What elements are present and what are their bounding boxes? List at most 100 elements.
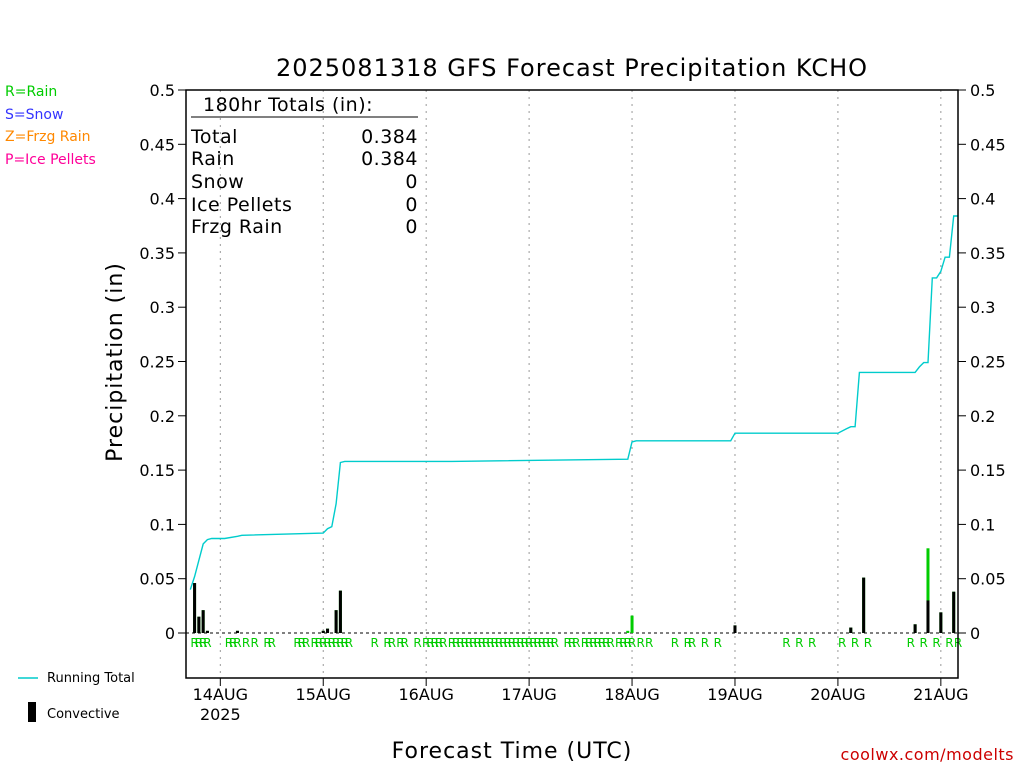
totals-frzg-label: Frzg Rain [191,216,283,238]
totals-total-value: 0.384 [361,126,418,148]
y-tick-label-right: 0.3 [970,298,995,317]
ptype-label: R [448,636,456,650]
x-tick-label: 16AUG [398,685,453,704]
y-tick-label-left: 0.25 [139,353,175,372]
ptype-label: R [636,636,644,650]
rain-bar [926,548,930,633]
ptype-label: R [413,636,421,650]
ptype-label: R [624,636,632,650]
ptype-label: R [499,636,507,650]
y-tick-label-right: 0.15 [970,461,1006,480]
ptype-label: R [551,636,559,650]
totals-ice-label: Ice Pellets [191,194,292,216]
ptype-label: R [606,636,614,650]
ptype-label: R [628,636,636,650]
ptype-label: R [688,636,696,650]
legend-frzg-rain: Z=Frzg Rain [5,129,91,145]
precip-bars [193,548,956,633]
ptype-label: R [302,636,310,650]
y-tick-label-left: 0 [165,624,175,643]
ptype-label: R [456,636,464,650]
y-tick-label-right: 0.35 [970,244,1006,263]
ptype-label: R [345,636,353,650]
ptype-label: R [525,636,533,650]
convective-bar [338,590,342,633]
ptype-label: R [388,636,396,650]
ptype-label: R [851,636,859,650]
ptype-legend: R=Rain S=Snow Z=Frzg Rain P=Ice Pellets [5,84,96,168]
convective-bar [926,600,930,633]
x-tick-label: 19AUG [707,685,762,704]
ptype-label: R [521,636,529,650]
ptype-label: R [684,636,692,650]
x-tick-label: 17AUG [501,685,556,704]
x-tick-sublabel: 2025 [200,705,241,724]
ptype-label: R [293,636,301,650]
ptype-label: R [546,636,554,650]
convective-bar [197,616,201,633]
y-tick-label-left: 0.45 [139,135,175,154]
ptype-label: R [225,636,233,650]
ptype-label: R [838,636,846,650]
y-tick-label-right: 0.5 [970,81,995,100]
ptype-label: R [319,636,327,650]
ptype-label: R [371,636,379,650]
ptype-label: R [572,636,580,650]
ptype-label: R [229,636,237,650]
ptype-label: R [431,636,439,650]
day-gridlines [219,90,942,678]
ptype-label: R [195,636,203,650]
ptype-label: R [585,636,593,650]
legend-running-total: Running Total [47,671,135,686]
ptype-label: R [482,636,490,650]
y-tick-label-left: 0.2 [150,407,175,426]
ptype-label: R [298,636,306,650]
ptype-label: R [461,636,469,650]
y-tick-label-left: 0.15 [139,461,175,480]
ptype-label: R [619,636,627,650]
convective-bar [862,577,866,633]
ptype-label: R [401,636,409,650]
totals-snow-label: Snow [191,171,244,193]
ptype-label: R [598,636,606,650]
y-tick-label-left: 0.3 [150,298,175,317]
totals-header: 180hr Totals (in): [203,94,373,116]
ptype-label: R [233,636,241,650]
ptype-label: R [268,636,276,650]
ptype-label: R [190,636,198,650]
ptype-label: R [932,636,940,650]
ptype-label: R [263,636,271,650]
convective-bar [201,610,205,633]
y-tick-label-right: 0.45 [970,135,1006,154]
totals-snow-value: 0 [405,171,418,193]
ptype-label: R [615,636,623,650]
ptype-label: R [323,636,331,650]
ptype-label: R [568,636,576,650]
ptype-label: R [486,636,494,650]
ptype-label: R [473,636,481,650]
ptype-label: R [714,636,722,650]
ptype-label: R [529,636,537,650]
ptype-label: R [310,636,318,650]
plot-frame [185,89,959,679]
ptype-label: R [564,636,572,650]
ptype-label: R [782,636,790,650]
y-axis: 0 00.05 0.050.1 0.10.15 0.150.2 0.20.25 0.250.… [139,81,1005,643]
ptype-label: R [396,636,404,650]
ptype-label: R [808,636,816,650]
legend-ice-pellets: P=Ice Pellets [5,152,96,168]
ptype-label: R [315,636,323,650]
convective-bar [205,630,209,633]
ptype-label: R [242,636,250,650]
running-total-line [189,215,958,590]
ptype-label: R [328,636,336,650]
y-tick-label-right: 0.05 [970,570,1006,589]
y-tick-label-right: 0.1 [970,515,995,534]
chart-title: 2025081318 GFS Forecast Precipitation KC… [276,54,868,82]
ptype-label: R [542,636,550,650]
ptype-label: R [508,636,516,650]
ptype-label: R [594,636,602,650]
